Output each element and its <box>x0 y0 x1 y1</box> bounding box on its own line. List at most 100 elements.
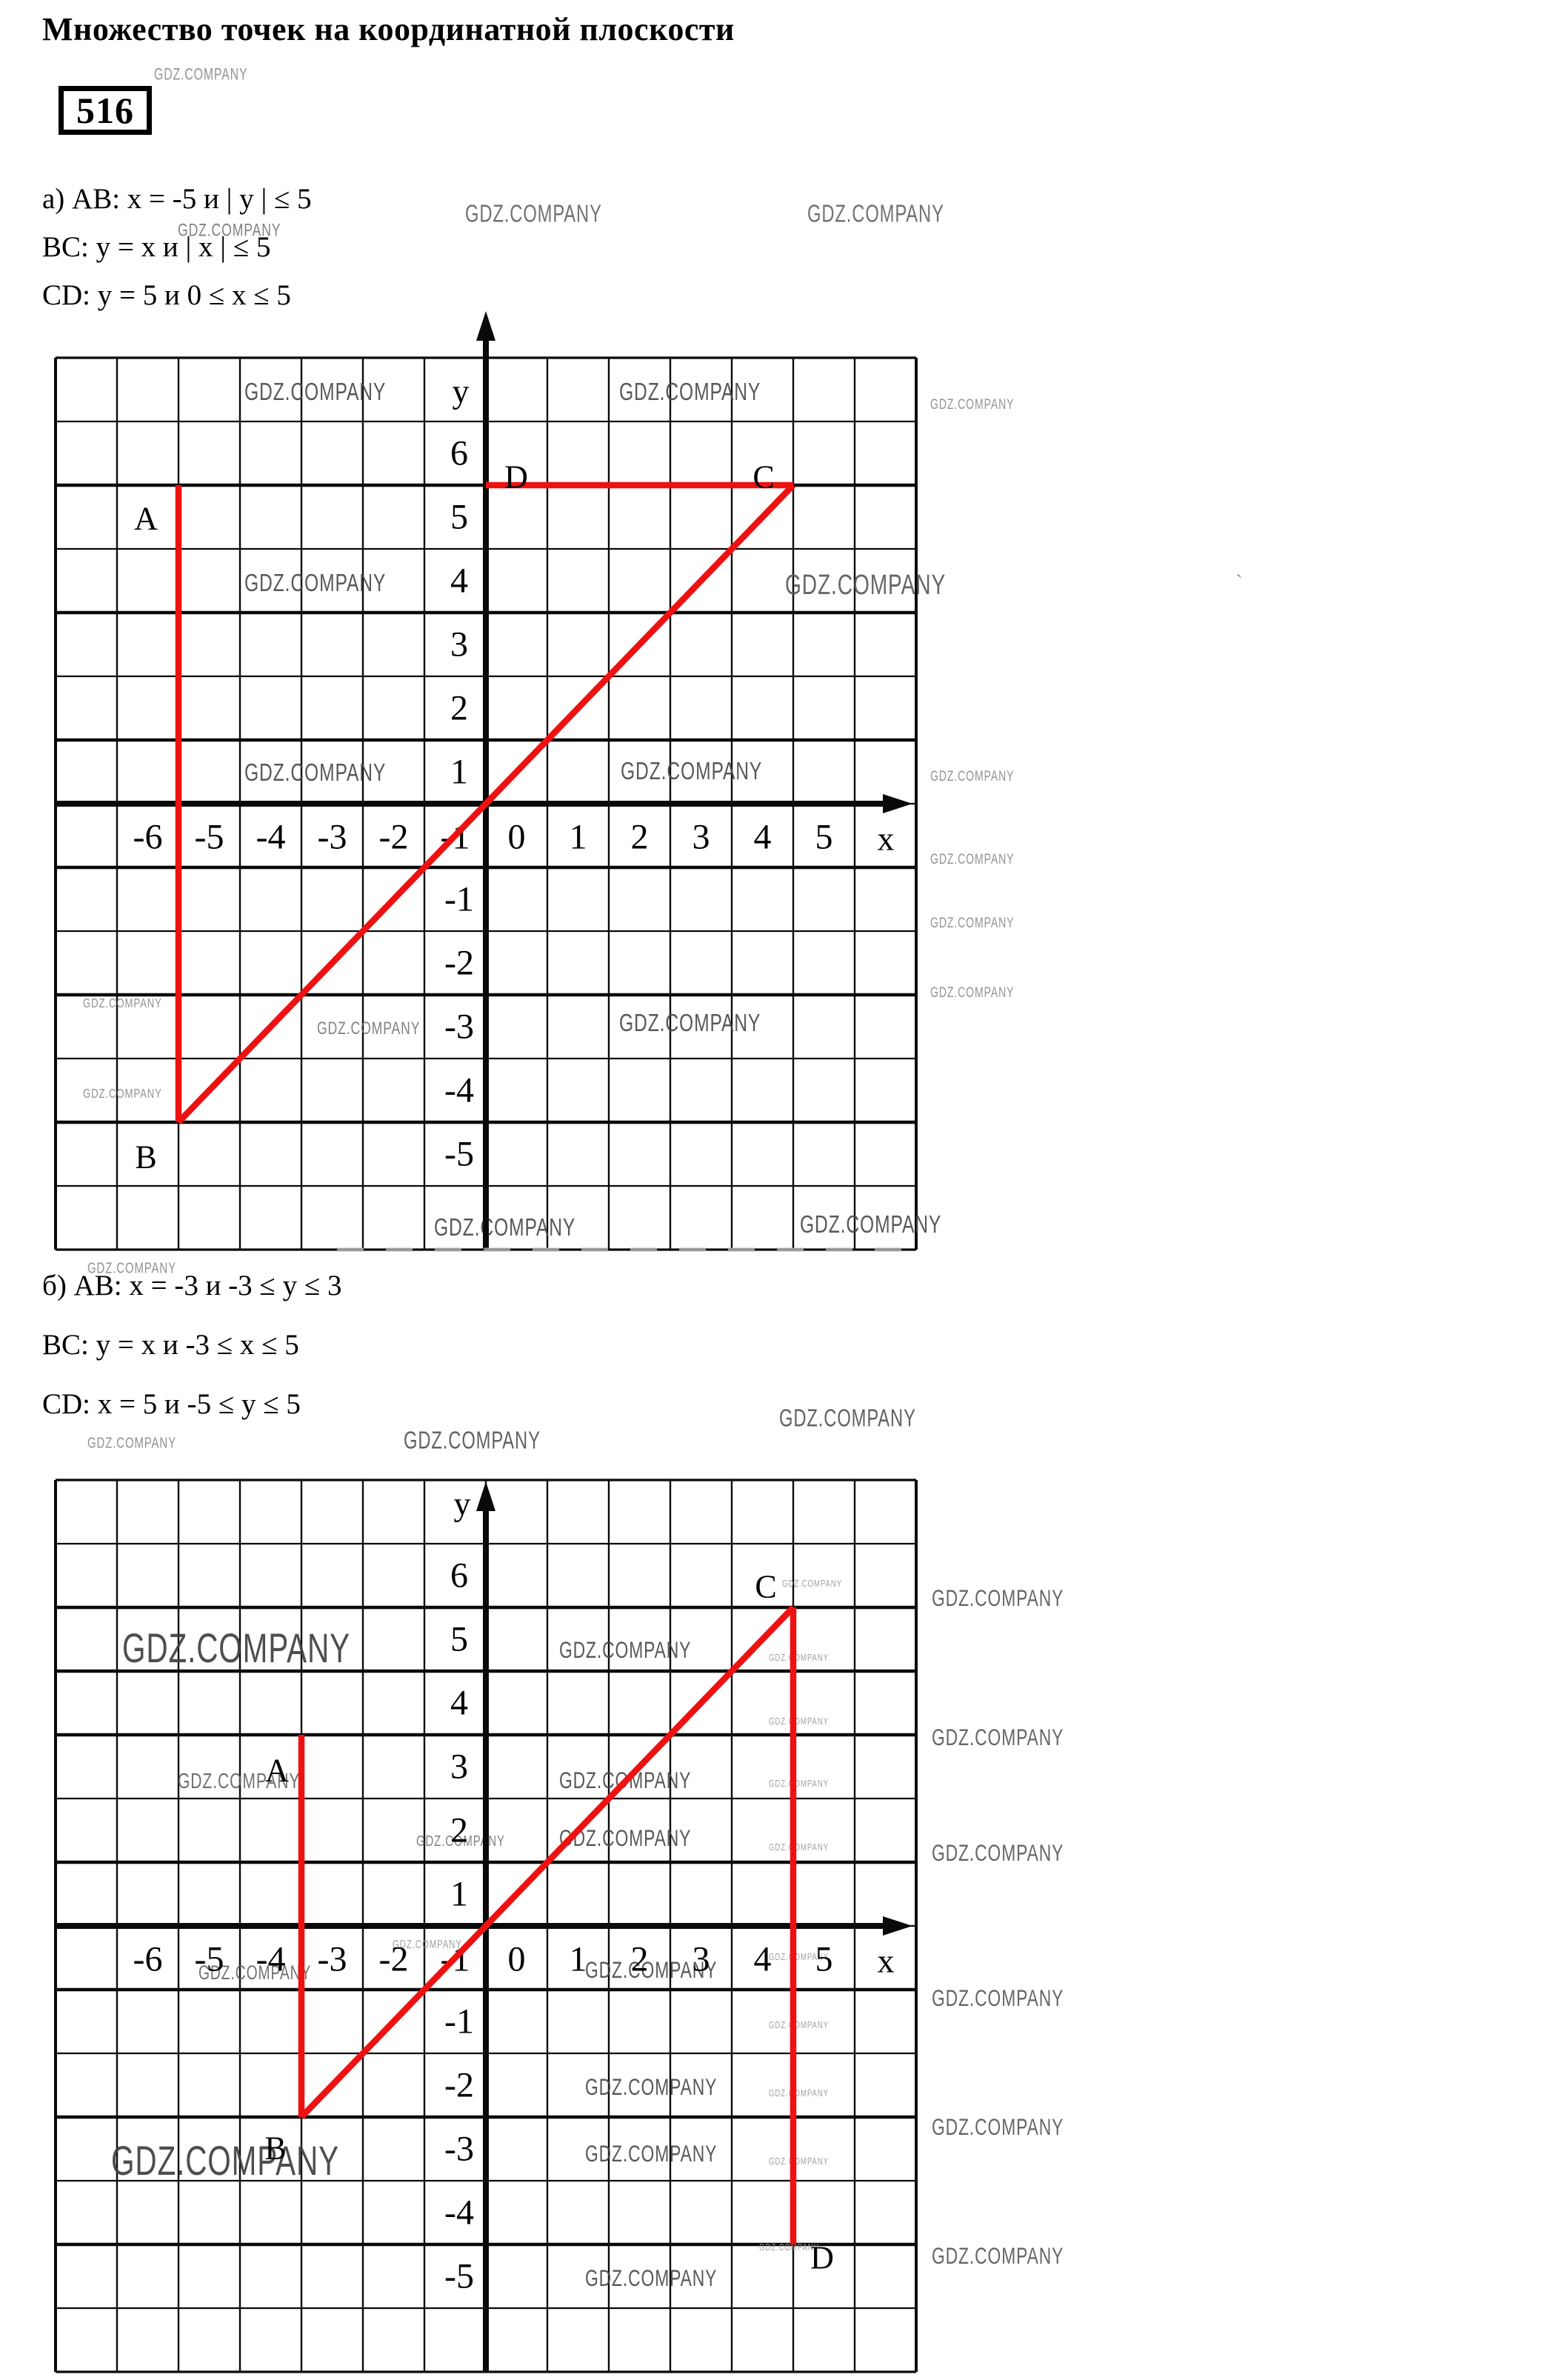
point-label-C: C <box>752 459 774 496</box>
y-tick-4: 4 <box>450 1684 468 1723</box>
y-tick--4: -4 <box>444 2193 474 2233</box>
y-tick--2: -2 <box>444 2066 474 2105</box>
y-tick--5: -5 <box>444 1135 474 1174</box>
watermark-text: GDZ.COMPANY <box>769 1953 829 1963</box>
x-tick-2: 2 <box>631 818 649 857</box>
watermark-text: GDZ.COMPANY <box>621 757 762 785</box>
y-tick-5: 5 <box>450 498 468 537</box>
x-axis-label: x <box>878 820 895 858</box>
watermark-text: GDZ.COMPANY <box>83 1087 162 1101</box>
watermark-text: GDZ.COMPANY <box>317 1019 420 1038</box>
y-tick-1: 1 <box>450 1875 468 1914</box>
segment-BC <box>176 483 796 1124</box>
watermark-text: GDZ.COMPANY <box>434 1213 575 1241</box>
y-tick--1: -1 <box>444 880 474 919</box>
y-tick--5: -5 <box>444 2257 474 2296</box>
x-tick-2: 2 <box>631 1940 649 1979</box>
x-tick--6: -6 <box>133 818 163 857</box>
x-tick-0: 0 <box>508 818 526 857</box>
x-tick-4: 4 <box>754 818 772 857</box>
y-tick-6: 6 <box>450 434 468 473</box>
watermark-text: GDZ.COMPANY <box>769 1843 829 1853</box>
watermark-text: GDZ.COMPANY <box>930 396 1014 413</box>
y-axis-arrow-icon <box>476 311 495 341</box>
watermark-text: GDZ.COMPANY <box>244 378 386 406</box>
watermark-text: GDZ.COMPANY <box>769 1717 829 1727</box>
point-label-D: D <box>810 2240 834 2276</box>
watermark-text: GDZ.COMPANY <box>769 2089 829 2099</box>
watermark-text: GDZ.COMPANY <box>122 1626 350 1672</box>
watermark-text: GDZ.COMPANY <box>111 2139 339 2184</box>
watermark-text: GDZ.COMPANY <box>769 1653 829 1664</box>
y-tick--4: -4 <box>444 1071 474 1110</box>
watermark-text: GDZ.COMPANY <box>759 2243 819 2253</box>
x-tick--5: -5 <box>195 1940 224 1979</box>
y-axis-label: y <box>453 373 470 410</box>
x-tick-1: 1 <box>570 818 587 857</box>
equation-line-a2: ВС: у = х и | х | ≤ 5 <box>42 231 271 263</box>
watermark-text: GDZ.COMPANY <box>585 2073 717 2099</box>
problem-number: 516 <box>76 90 134 131</box>
watermark-text: GDZ.COMPANY <box>785 570 946 601</box>
watermark-text: GDZ.COMPANY <box>244 569 386 597</box>
x-tick--3: -3 <box>318 1940 347 1979</box>
problem-number-box: 516 <box>59 86 152 135</box>
x-tick-3: 3 <box>692 1940 710 1979</box>
equation-line-b1: б) АВ: х = -3 и -3 ≤ у ≤ 3 <box>42 1270 342 1301</box>
watermark-text: GDZ.COMPANY <box>930 984 1014 1001</box>
y-tick-5: 5 <box>450 1620 468 1659</box>
watermark-text: GDZ.COMPANY <box>807 200 944 227</box>
x-tick-1: 1 <box>570 1940 587 1979</box>
segment-BC <box>298 1605 796 2119</box>
x-tick-0: 0 <box>508 1940 526 1979</box>
watermark-text: GDZ.COMPANY <box>782 1579 842 1590</box>
x-tick--5: -5 <box>195 818 224 857</box>
watermark-text: GDZ.COMPANY <box>930 851 1014 867</box>
watermark-text: GDZ.COMPANY <box>178 1770 300 1793</box>
y-tick--2: -2 <box>444 944 474 983</box>
equation-line-a1: а) АВ: х = -5 и | у | ≤ 5 <box>42 183 312 215</box>
watermark-text: GDZ.COMPANY <box>585 2140 717 2166</box>
watermark-text: GDZ.COMPANY <box>619 1009 761 1037</box>
watermark-text: GDZ.COMPANY <box>416 1833 505 1850</box>
x-axis-arrow-icon <box>883 794 912 813</box>
solution-part-a-text: а) АВ: х = -5 и | у | ≤ 5 ВС: у = х и | … <box>42 175 312 319</box>
watermark-text: GDZ.COMPANY <box>932 1984 1064 2010</box>
point-label-B: B <box>135 1139 156 1176</box>
y-axis-arrow-icon <box>476 1481 495 1511</box>
watermark-text: GDZ.COMPANY <box>619 378 761 406</box>
point-label-B: B <box>264 2130 286 2167</box>
watermark-text: GDZ.COMPANY <box>769 2157 829 2167</box>
x-axis-arrow-icon <box>883 1916 912 1936</box>
watermark-text: GDZ.COMPANY <box>930 768 1014 784</box>
solution-part-b-text: б) АВ: х = -3 и -3 ≤ у ≤ 3 ВС: у = х и -… <box>42 1256 342 1434</box>
x-tick--4: -4 <box>256 1940 286 1979</box>
watermark-text: GDZ.COMPANY <box>83 996 162 1010</box>
y-tick-3: 3 <box>450 1747 468 1787</box>
y-tick-1: 1 <box>450 753 468 792</box>
watermark-text: GDZ.COMPANY <box>559 1636 691 1662</box>
y-tick-2: 2 <box>450 1811 468 1850</box>
point-label-A: A <box>134 501 158 537</box>
x-tick-3: 3 <box>692 818 710 857</box>
watermark-text: GDZ.COMPANY <box>154 65 248 84</box>
watermark-text: GDZ.COMPANY <box>393 1938 462 1950</box>
coordinate-plane-a: GDZ.COMPANY GDZ.COMPANY GDZ.COMPANY GDZ.COM… <box>54 311 1014 1252</box>
x-tick--2: -2 <box>379 818 409 857</box>
y-tick-2: 2 <box>450 689 468 728</box>
y-tick-6: 6 <box>450 1556 468 1596</box>
watermark-text: GDZ.COMPANY <box>198 1961 311 1984</box>
point-label-D: D <box>504 459 528 496</box>
x-tick--6: -6 <box>133 1940 163 1979</box>
x-axis-label: x <box>878 1942 895 1980</box>
watermark-text: GDZ.COMPANY <box>87 1259 176 1277</box>
watermark-text: GDZ.COMPANY <box>932 2242 1064 2268</box>
watermark-text: GDZ.COMPANY <box>769 2021 829 2031</box>
equation-line-b3: CD: х = 5 и -5 ≤ у ≤ 5 <box>42 1388 301 1420</box>
x-tick-5: 5 <box>815 1940 833 1979</box>
watermark-text: GDZ.COMPANY <box>932 2113 1064 2139</box>
x-tick--4: -4 <box>256 818 286 857</box>
watermark-text: GDZ.COMPANY <box>404 1427 541 1454</box>
